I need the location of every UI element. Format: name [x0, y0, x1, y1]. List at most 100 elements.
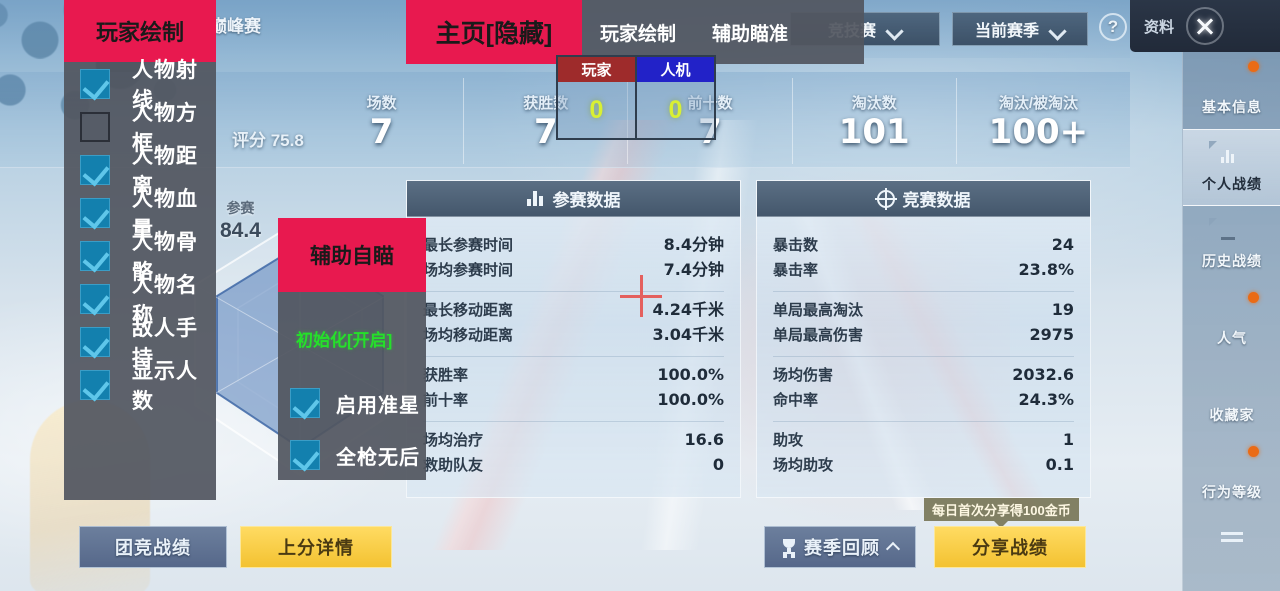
- stat-row: 单局最高伤害 2975: [773, 323, 1074, 348]
- stat-group: 最长移动距离 4.24千米 场均移动距离 3.04千米: [423, 292, 724, 357]
- stat-row: 最长参赛时间 8.4分钟: [423, 233, 724, 258]
- overlay-aim-panel-title: 辅助自瞄: [278, 218, 426, 292]
- stat-key: 暴击数: [773, 237, 819, 254]
- competition-data-panel-title: 竞赛数据: [902, 191, 971, 210]
- season-dropdown-label: 当前赛季: [974, 23, 1039, 40]
- checkbox-icon[interactable]: [80, 369, 110, 400]
- sidebar-item-history-record[interactable]: 历史战绩: [1183, 206, 1280, 283]
- stat-key: 命中率: [773, 391, 819, 409]
- overlay-draw-option[interactable]: 人物射线: [64, 59, 216, 112]
- overlay-draw-option[interactable]: 人物距离: [64, 145, 216, 198]
- stat-key: 场均移动距离: [423, 326, 514, 344]
- overlay-menu-item-player-draw[interactable]: 玩家绘制: [600, 23, 677, 45]
- checkbox-icon[interactable]: [80, 283, 110, 314]
- chevron-up-icon: [887, 541, 899, 553]
- close-icon[interactable]: [1186, 7, 1225, 45]
- sidebar-item-label: 基本信息: [1202, 99, 1262, 115]
- overlay-draw-panel: 玩家绘制 人物射线 人物方框 人物距离 人物血量 人物骨骼 人物名称 敌人手持: [64, 0, 216, 500]
- season-review-button[interactable]: 赛季回顾: [764, 526, 916, 568]
- overlay-team-bot[interactable]: 人机 0: [637, 57, 714, 138]
- overlay-aim-panel: 辅助自瞄 初始化[开启] 启用准星 全枪无后: [278, 218, 426, 480]
- stat-value: 24.3%: [1018, 389, 1074, 409]
- stat-row: 场均参赛时间 7.4分钟: [423, 258, 724, 283]
- overlay-draw-option[interactable]: 人物血量: [64, 188, 216, 241]
- stat-key: 最长移动距离: [423, 302, 514, 319]
- rank-detail-button[interactable]: 上分详情: [240, 526, 392, 568]
- sidebar-header: 资料: [1130, 0, 1280, 52]
- checkbox-icon[interactable]: [80, 197, 110, 228]
- overlay-draw-option[interactable]: 人物方框: [64, 102, 216, 155]
- overlay-team-bot-value: 0: [637, 82, 714, 138]
- overlay-home-button[interactable]: 主页[隐藏]: [406, 0, 582, 64]
- sidebar-item-popularity[interactable]: ⦿ 人气: [1183, 283, 1280, 360]
- sidebar-item-basic-info[interactable]: 👤 基本信息: [1183, 52, 1280, 129]
- summary-stat-label: 场数: [366, 94, 397, 112]
- stat-key: 获胜率: [423, 367, 469, 384]
- checkbox-icon[interactable]: [80, 154, 110, 185]
- checkbox-icon[interactable]: [290, 388, 320, 418]
- sidebar-more-button[interactable]: [1183, 514, 1280, 560]
- stat-row: 场均治疗 16.6: [423, 428, 724, 453]
- stat-key: 单局最高淘汰: [773, 302, 864, 319]
- overlay-aim-option[interactable]: 全枪无后: [278, 429, 426, 481]
- stat-key: 单局最高伤害: [773, 326, 864, 344]
- stat-value: 24: [1051, 235, 1074, 254]
- stat-value: 8.4分钟: [663, 235, 724, 254]
- stat-key: 助攻: [773, 432, 804, 449]
- sidebar-item-behavior-level[interactable]: ✥ 行为等级: [1183, 437, 1280, 514]
- stat-group: 获胜率 100.0% 前十率 100.0%: [423, 357, 724, 422]
- radar-axis-label: 参赛 84.4: [220, 200, 261, 244]
- checkbox-icon[interactable]: [80, 240, 110, 271]
- overlay-team-player-value: 0: [558, 82, 635, 138]
- behavior-icon: ✥: [1211, 441, 1223, 456]
- stat-value: 2032.6: [1012, 365, 1074, 384]
- overlay-menu-item-aim-assist[interactable]: 辅助瞄准: [712, 23, 789, 45]
- bar-chart-icon: [526, 191, 545, 206]
- stat-value: 16.6: [684, 430, 724, 449]
- overlay-menu-bar: 主页[隐藏] 玩家绘制 辅助瞄准: [406, 0, 864, 64]
- checkbox-icon[interactable]: [80, 326, 110, 357]
- stat-value: 100.0%: [657, 389, 724, 409]
- stat-group: 助攻 1 场均助攻 0.1: [773, 422, 1074, 486]
- overlay-draw-option[interactable]: 敌人手持: [64, 317, 216, 370]
- share-record-button[interactable]: 分享战绩: [934, 526, 1086, 568]
- stat-value: 4.24千米: [652, 300, 724, 319]
- stat-group: 单局最高淘汰 19 单局最高伤害 2975: [773, 292, 1074, 357]
- checkbox-icon[interactable]: [80, 68, 110, 99]
- overlay-aim-option[interactable]: 启用准星: [278, 377, 426, 429]
- mode-tab-peak[interactable]: 巅峰赛: [210, 17, 261, 36]
- overlay-draw-option[interactable]: 人物骨骼: [64, 231, 216, 284]
- overlay-team-player[interactable]: 玩家 0: [558, 57, 637, 138]
- stat-value: 1: [1062, 430, 1074, 449]
- summary-stat: 场数 7: [300, 78, 463, 164]
- help-icon[interactable]: ?: [1099, 13, 1127, 41]
- stat-key: 场均助攻: [773, 456, 834, 474]
- stat-key: 场均参赛时间: [423, 261, 514, 279]
- team-record-button[interactable]: 团竞战绩: [79, 526, 227, 568]
- stat-value: 3.04千米: [652, 324, 724, 344]
- match-data-panel-header: 参赛数据: [407, 181, 740, 217]
- summary-stat-value: 7: [369, 111, 394, 152]
- stat-group: 最长参赛时间 8.4分钟 场均参赛时间 7.4分钟: [423, 227, 724, 292]
- stat-group: 场均治疗 16.6 救助队友 0: [423, 422, 724, 486]
- popularity-icon: ⦿: [1210, 288, 1224, 304]
- stat-row: 命中率 24.3%: [773, 388, 1074, 413]
- collector-icon: ⚫: [1211, 364, 1223, 379]
- match-data-panel: 参赛数据 最长参赛时间 8.4分钟 场均参赛时间 7.4分钟 最长移动距离 4.…: [406, 180, 741, 498]
- stat-row: 最长移动距离 4.24千米: [423, 298, 724, 323]
- sidebar-item-collector[interactable]: ⚫ 收藏家: [1183, 360, 1280, 437]
- checkbox-icon[interactable]: [290, 440, 320, 470]
- checkbox-icon[interactable]: [80, 111, 110, 142]
- overlay-draw-option[interactable]: 人物名称: [64, 274, 216, 327]
- match-data-panel-title: 参赛数据: [552, 191, 621, 210]
- sidebar-item-personal-record[interactable]: 个人战绩: [1183, 129, 1280, 206]
- overlay-team-player-label: 玩家: [558, 57, 635, 82]
- summary-stat-label: 淘汰数: [851, 94, 897, 112]
- stat-row: 助攻 1: [773, 428, 1074, 453]
- stat-key: 场均伤害: [773, 367, 834, 384]
- season-dropdown[interactable]: 当前赛季: [952, 12, 1088, 46]
- stat-key: 场均治疗: [423, 432, 484, 449]
- overlay-draw-option[interactable]: 显示人数: [64, 360, 216, 413]
- more-icon: [1221, 531, 1243, 543]
